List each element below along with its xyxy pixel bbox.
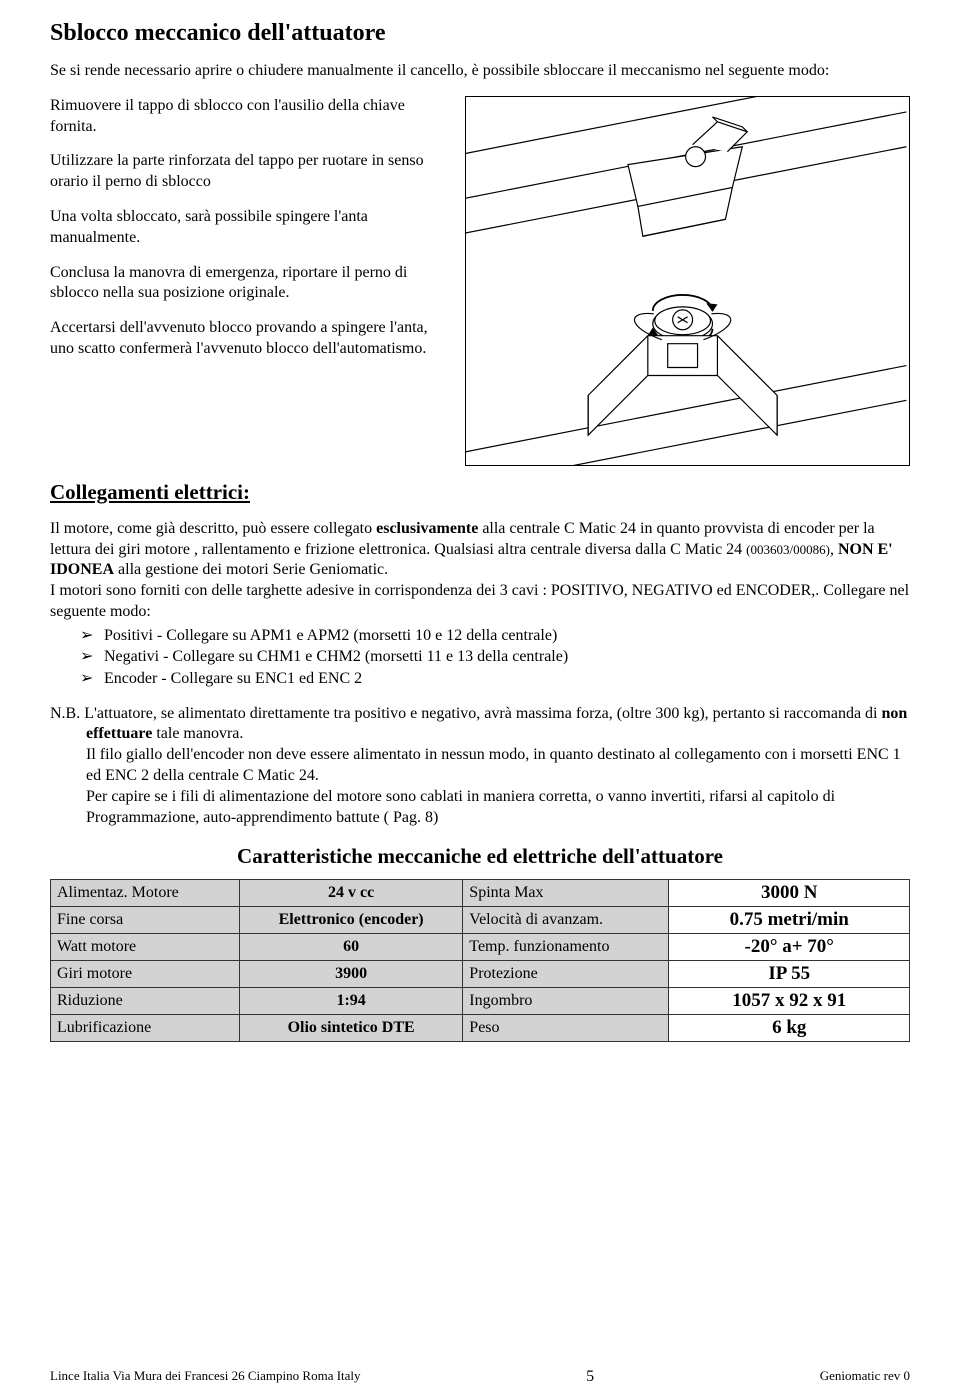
spec-value: Olio sintetico DTE [239,1015,462,1042]
footer-left: Lince Italia Via Mura dei Francesi 26 Ci… [50,1368,361,1386]
list-item: Negativi - Collegare su CHM1 e CHM2 (mor… [80,646,910,668]
spec-label: Protezione [463,961,669,988]
section-2-para-2: I motori sono forniti con delle targhett… [50,581,910,623]
para-5: Accertarsi dell'avvenuto blocco provando… [50,318,445,360]
s2p1b: esclusivamente [376,520,478,537]
footer-page-number: 5 [586,1368,594,1386]
table-row: Giri motore3900ProtezioneIP 55 [51,961,910,988]
spec-value: 3000 N [669,880,910,907]
s2p1a: Il motore, come già descritto, può esser… [50,520,376,537]
nb-1: N.B. L'attuatore, se alimentato direttam… [50,704,910,746]
spec-label: Watt motore [51,934,240,961]
spec-value: 1:94 [239,988,462,1015]
spec-label: Spinta Max [463,880,669,907]
spec-label: Fine corsa [51,907,240,934]
actuator-diagram [465,96,910,466]
s2p1g: alla gestione dei motori Serie Geniomati… [114,561,388,578]
page-footer: Lince Italia Via Mura dei Francesi 26 Ci… [50,1368,910,1386]
s2p1e: , [830,541,838,558]
table-row: Watt motore60Temp. funzionamento-20° a+ … [51,934,910,961]
spec-label: Temp. funzionamento [463,934,669,961]
section-2-para-1: Il motore, come già descritto, può esser… [50,519,910,581]
spec-label: Lubrificazione [51,1015,240,1042]
content-columns: Rimuovere il tappo di sblocco con l'ausi… [50,96,910,466]
spec-value: 1057 x 92 x 91 [669,988,910,1015]
table-row: Fine corsaElettronico (encoder)Velocità … [51,907,910,934]
spec-label: Alimentaz. Motore [51,880,240,907]
text-column: Rimuovere il tappo di sblocco con l'ausi… [50,96,445,466]
para-1: Rimuovere il tappo di sblocco con l'ausi… [50,96,445,138]
spec-value: 60 [239,934,462,961]
spec-value: 3900 [239,961,462,988]
spec-label: Peso [463,1015,669,1042]
specs-heading: Caratteristiche meccaniche ed elettriche… [50,844,910,869]
list-item: Positivi - Collegare su APM1 e APM2 (mor… [80,625,910,647]
spec-label: Riduzione [51,988,240,1015]
list-item: Encoder - Collegare su ENC1 ed ENC 2 [80,668,910,690]
para-2: Utilizzare la parte rinforzata del tappo… [50,151,445,193]
nb-2: Il filo giallo dell'encoder non deve ess… [50,745,910,787]
s2p1d: (003603/00086) [746,542,830,557]
nb1a: N.B. L'attuatore, se alimentato direttam… [50,705,881,722]
nb-3: Per capire se i fili di alimentazione de… [50,787,910,829]
spec-value: Elettronico (encoder) [239,907,462,934]
section-2-title: Collegamenti elettrici: [50,480,250,504]
para-4: Conclusa la manovra di emergenza, riport… [50,263,445,305]
spec-value: -20° a+ 70° [669,934,910,961]
nb1c: tale manovra. [152,725,243,742]
table-row: Alimentaz. Motore24 v ccSpinta Max3000 N [51,880,910,907]
spec-label: Velocità di avanzam. [463,907,669,934]
table-row: LubrificazioneOlio sintetico DTEPeso6 kg [51,1015,910,1042]
figure-column [465,96,910,466]
spec-value: IP 55 [669,961,910,988]
nb-block: N.B. L'attuatore, se alimentato direttam… [50,704,910,829]
page-title: Sblocco meccanico dell'attuatore [50,20,910,47]
specs-table: Alimentaz. Motore24 v ccSpinta Max3000 N… [50,879,910,1042]
spec-value: 24 v cc [239,880,462,907]
footer-right: Geniomatic rev 0 [820,1368,910,1386]
spec-value: 0.75 metri/min [669,907,910,934]
table-row: Riduzione1:94Ingombro1057 x 92 x 91 [51,988,910,1015]
spec-value: 6 kg [669,1015,910,1042]
spec-label: Ingombro [463,988,669,1015]
intro-text: Se si rende necessario aprire o chiudere… [50,61,910,82]
para-3: Una volta sbloccato, sarà possibile spin… [50,207,445,249]
spec-label: Giri motore [51,961,240,988]
wiring-list: Positivi - Collegare su APM1 e APM2 (mor… [50,625,910,690]
